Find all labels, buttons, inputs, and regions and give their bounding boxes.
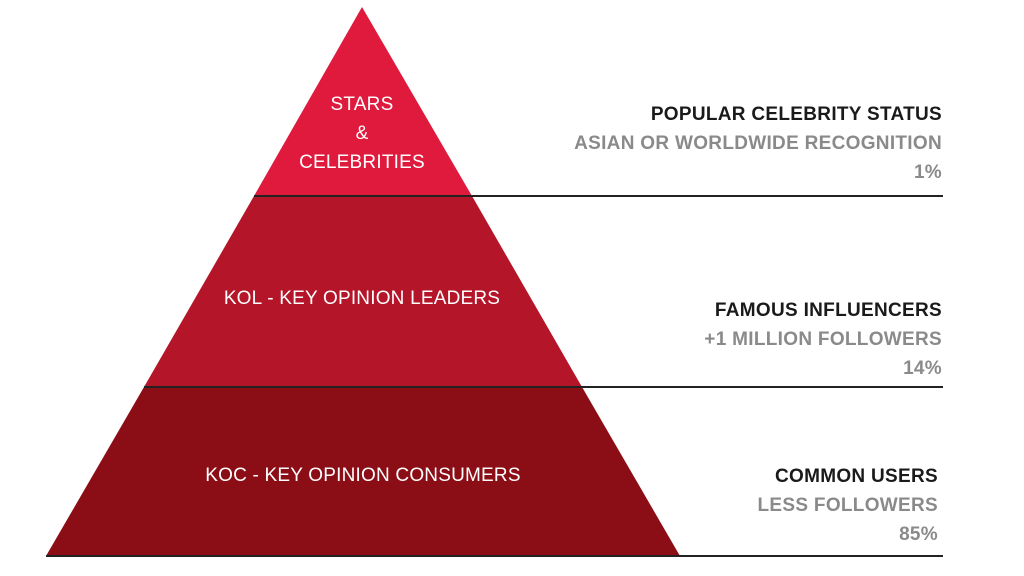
pyramid-tier-bottom: [46, 387, 680, 556]
tier-subheading: LESS FOLLOWERS: [757, 495, 938, 516]
tier-label-line: KOL - KEY OPINION LEADERS: [223, 288, 501, 309]
tier-label-koc: KOC - KEY OPINION CONSUMERS: [163, 461, 563, 490]
tier-heading: FAMOUS INFLUENCERS: [714, 300, 942, 321]
tier-label-kol: KOL - KEY OPINION LEADERS: [182, 284, 542, 313]
tier-label-line: &: [355, 123, 369, 144]
tier-description-middle: FAMOUS INFLUENCERS +1 MILLION FOLLOWERS …: [704, 296, 942, 383]
tier-description-top: POPULAR CELEBRITY STATUS ASIAN OR WORLDW…: [574, 100, 942, 187]
tier-percent: 14%: [903, 358, 942, 379]
tier-label-stars: STARS & CELEBRITIES: [282, 90, 442, 177]
tier-label-line: STARS: [330, 94, 394, 115]
tier-percent: 85%: [899, 524, 938, 545]
tier-percent: 1%: [913, 162, 942, 183]
tier-heading: COMMON USERS: [775, 466, 938, 487]
pyramid-tier-middle: [144, 196, 582, 387]
pyramid-tier-top: [254, 7, 472, 196]
tier-subheading: +1 MILLION FOLLOWERS: [704, 329, 942, 350]
tier-heading: POPULAR CELEBRITY STATUS: [650, 104, 942, 125]
tier-label-line: KOC - KEY OPINION CONSUMERS: [205, 465, 521, 486]
tier-subheading: ASIAN OR WORLDWIDE RECOGNITION: [574, 133, 942, 154]
tier-description-bottom: COMMON USERS LESS FOLLOWERS 85%: [758, 462, 938, 549]
tier-label-line: CELEBRITIES: [299, 152, 425, 173]
